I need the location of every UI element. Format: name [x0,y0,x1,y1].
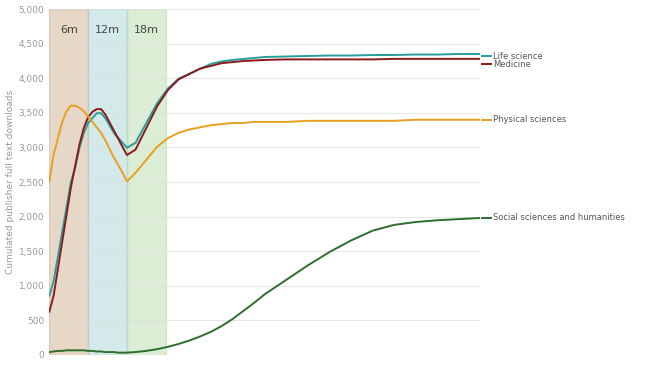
Text: 6m: 6m [60,25,77,35]
Text: Medicine: Medicine [493,60,531,69]
Text: Life science: Life science [493,52,543,61]
Bar [88,9,127,355]
Text: 18m: 18m [134,25,159,35]
Text: 12m: 12m [95,25,120,35]
Bar [127,9,165,355]
Text: Social sciences and humanities: Social sciences and humanities [493,213,625,223]
Text: Physical sciences: Physical sciences [493,115,566,124]
Y-axis label: Cumulated publisher full text downloads: Cumulated publisher full text downloads [5,90,15,274]
Bar [49,9,88,355]
